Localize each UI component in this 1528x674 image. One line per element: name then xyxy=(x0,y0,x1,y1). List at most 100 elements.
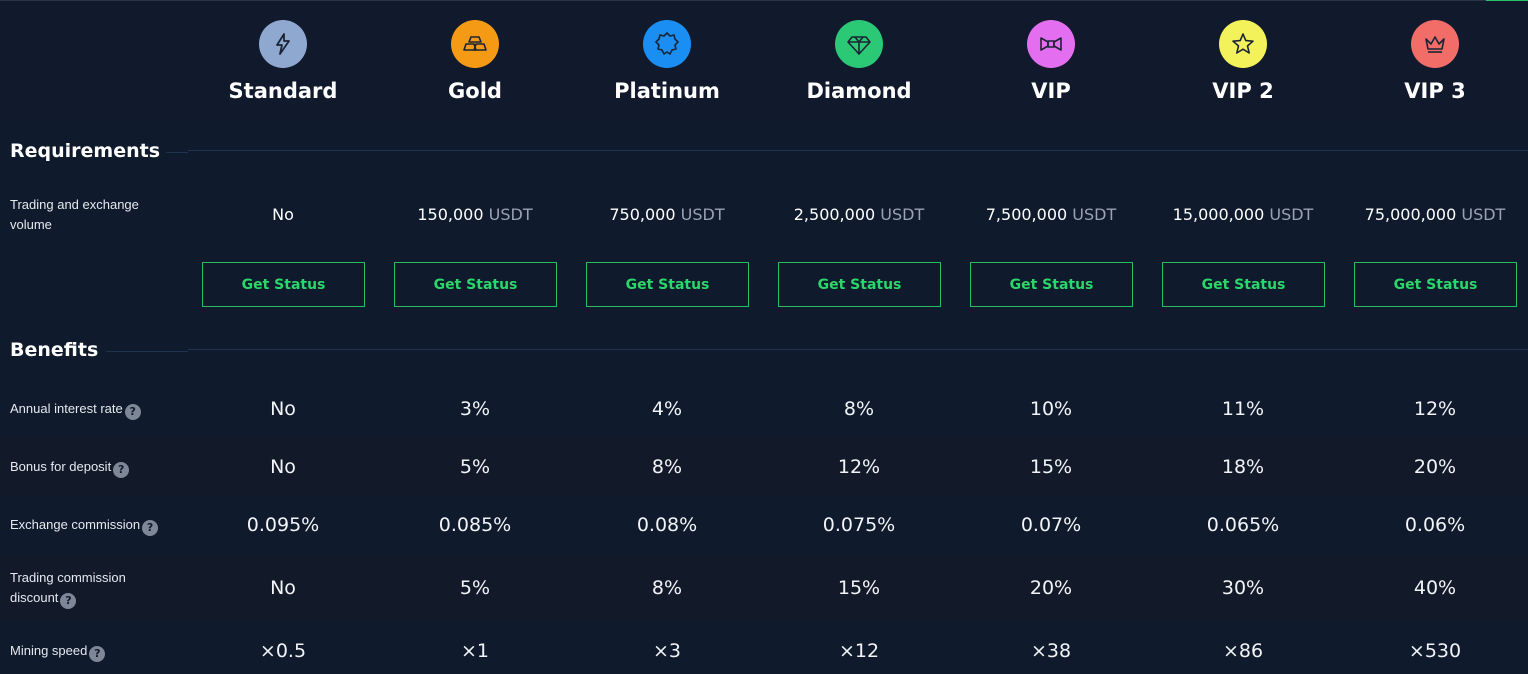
benefit-label: Bonus for deposit? xyxy=(10,457,130,478)
help-icon[interactable]: ? xyxy=(142,520,159,536)
benefit-value: ×86 xyxy=(1222,640,1264,662)
benefit-value: 10% xyxy=(1029,398,1073,420)
benefit-label-text: Bonus for deposit xyxy=(10,459,112,474)
benefit-value: 0.075% xyxy=(822,514,896,536)
get-status-button-gold[interactable]: Get Status xyxy=(394,262,557,307)
volume-value: 750,000 USDT xyxy=(571,205,763,224)
benefit-label: Exchange commission? xyxy=(10,515,159,536)
volume-value: No xyxy=(187,205,379,224)
tier-name: Diamond xyxy=(806,79,912,103)
volume-unit: USDT xyxy=(488,205,533,224)
diamond-icon xyxy=(835,20,883,68)
benefit-value: 0.07% xyxy=(1020,514,1082,536)
tier-diamond: Diamond xyxy=(763,1,955,123)
benefits-title: Benefits xyxy=(10,339,99,361)
tier-header: Standard Gold Platinum Diamond VIP VIP 2 VIP 3 xyxy=(0,1,1528,123)
volume-value: 2,500,000 USDT xyxy=(763,205,955,224)
benefit-value: ×12 xyxy=(838,640,880,662)
benefit-value: 20% xyxy=(1413,456,1457,478)
benefit-value: 18% xyxy=(1221,456,1265,478)
top-divider xyxy=(0,0,1528,1)
benefit-value: 3% xyxy=(459,398,491,420)
benefit-value: 30% xyxy=(1221,577,1265,599)
volume-amount: 15,000,000 xyxy=(1172,205,1265,224)
tier-gold: Gold xyxy=(379,1,571,123)
benefit-value: 8% xyxy=(651,577,683,599)
benefit-value: ×3 xyxy=(652,640,681,662)
benefit-row-annual-interest-rate xyxy=(0,382,1528,438)
benefit-value: 15% xyxy=(837,577,881,599)
benefit-value: 15% xyxy=(1029,456,1073,478)
volume-unit: USDT xyxy=(680,205,725,224)
tier-standard: Standard xyxy=(187,1,379,123)
benefit-value: No xyxy=(270,398,296,420)
tier-name: Standard xyxy=(228,79,338,103)
volume-value: 150,000 USDT xyxy=(379,205,571,224)
benefit-value: 0.095% xyxy=(246,514,320,536)
benefit-value: 40% xyxy=(1413,577,1457,599)
volume-unit: USDT xyxy=(880,205,925,224)
benefit-label-text: Annual interest rate xyxy=(10,401,123,416)
volume-unit: USDT xyxy=(1461,205,1506,224)
help-icon[interactable]: ? xyxy=(89,646,106,662)
benefit-value: ×38 xyxy=(1030,640,1072,662)
benefit-row-mining-speed xyxy=(0,620,1528,674)
volume-unit: USDT xyxy=(1269,205,1314,224)
tier-vip-2: VIP 2 xyxy=(1147,1,1339,123)
volume-amount: 150,000 xyxy=(417,205,484,224)
get-status-button-vip-2[interactable]: Get Status xyxy=(1162,262,1325,307)
benefit-label: Mining speed? xyxy=(10,641,106,662)
benefit-value: No xyxy=(270,577,296,599)
lightning-icon xyxy=(259,20,307,68)
benefit-value: 11% xyxy=(1221,398,1265,420)
benefit-label-text: Exchange commission xyxy=(10,517,141,532)
tier-name: VIP xyxy=(1031,79,1071,103)
volume-amount: 2,500,000 xyxy=(793,205,876,224)
volume-value: 7,500,000 USDT xyxy=(955,205,1147,224)
crown-icon xyxy=(1411,20,1459,68)
tier-name: VIP 3 xyxy=(1404,79,1466,103)
tier-name: Platinum xyxy=(614,79,720,103)
get-status-button-diamond[interactable]: Get Status xyxy=(778,262,941,307)
tier-platinum: Platinum xyxy=(571,1,763,123)
benefit-value: 0.06% xyxy=(1404,514,1466,536)
benefit-value: 20% xyxy=(1029,577,1073,599)
help-icon[interactable]: ? xyxy=(60,593,77,609)
get-status-button-vip[interactable]: Get Status xyxy=(970,262,1133,307)
benefit-value: 0.08% xyxy=(636,514,698,536)
benefit-row-bonus-for-deposit xyxy=(0,438,1528,496)
help-icon[interactable]: ? xyxy=(113,462,130,478)
benefit-value: 5% xyxy=(459,456,491,478)
volume-amount: 7,500,000 xyxy=(985,205,1068,224)
get-status-button-platinum[interactable]: Get Status xyxy=(586,262,749,307)
tier-vip: VIP xyxy=(955,1,1147,123)
benefit-label-text: Mining speed xyxy=(10,643,88,658)
volume-amount: No xyxy=(272,205,294,224)
benefit-row-trading-commission-discount xyxy=(0,555,1528,620)
tier-name: Gold xyxy=(448,79,502,103)
requirements-divider-left xyxy=(166,152,188,153)
benefit-value: 5% xyxy=(459,577,491,599)
get-status-button-vip-3[interactable]: Get Status xyxy=(1354,262,1517,307)
requirements-title: Requirements xyxy=(10,140,161,162)
benefit-value: 4% xyxy=(651,398,683,420)
tier-name: VIP 2 xyxy=(1212,79,1274,103)
benefit-label: Annual interest rate? xyxy=(10,399,141,420)
volume-unit: USDT xyxy=(1072,205,1117,224)
gold-bars-icon xyxy=(451,20,499,68)
benefit-value: ×530 xyxy=(1408,640,1462,662)
benefit-value: 0.065% xyxy=(1206,514,1280,536)
benefits-divider-left xyxy=(106,351,188,352)
benefit-value: 8% xyxy=(651,456,683,478)
benefit-label-text: Trading commission discount xyxy=(10,570,126,605)
benefit-value: 0.085% xyxy=(438,514,512,536)
benefits-divider xyxy=(188,349,1528,350)
benefit-value: ×1 xyxy=(460,640,489,662)
volume-value: 75,000,000 USDT xyxy=(1339,205,1528,224)
benefit-value: 12% xyxy=(1413,398,1457,420)
get-status-button-standard[interactable]: Get Status xyxy=(202,262,365,307)
help-icon[interactable]: ? xyxy=(124,404,141,420)
requirements-divider xyxy=(188,150,1528,151)
benefit-value: No xyxy=(270,456,296,478)
